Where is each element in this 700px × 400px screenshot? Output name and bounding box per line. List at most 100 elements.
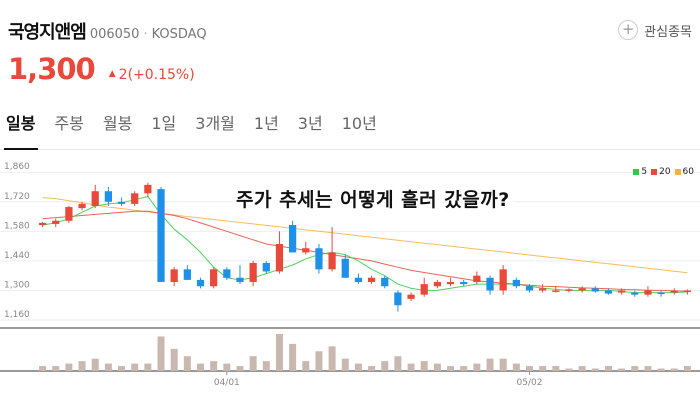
volume-bar — [236, 366, 244, 371]
candle-body — [170, 269, 178, 282]
legend-ma60: 60 — [674, 167, 694, 177]
legend-label-ma5: 5 — [641, 167, 648, 177]
current-price: 1,300 — [8, 52, 96, 86]
candle-body — [499, 269, 507, 291]
candlestick-chart-svg: 1,860 1,720 1,580 1,440 1,300 1,160 04/01 05/02 — [0, 162, 700, 388]
y-tick-label: 1,300 — [4, 280, 30, 290]
volume-bar — [315, 351, 323, 371]
candle-body — [78, 203, 86, 209]
volume-bar — [657, 368, 665, 371]
up-arrow-icon: ▲ — [108, 69, 116, 79]
tab-weekly[interactable]: 주봉 — [54, 114, 84, 133]
tab-10year[interactable]: 10년 — [341, 114, 377, 133]
period-tabs: 일봉 주봉 월봉 1일 3개월 1년 3년 10년 — [6, 110, 396, 138]
volume-bar — [91, 358, 99, 371]
volume-bar — [289, 343, 297, 371]
tab-3year[interactable]: 3년 — [297, 114, 323, 133]
candle-body — [670, 290, 678, 293]
volume-bar — [499, 358, 507, 371]
volume-bar — [262, 361, 270, 371]
tab-1day[interactable]: 1일 — [151, 114, 177, 133]
add-to-watchlist-button[interactable]: + 관심종목 — [618, 20, 692, 40]
chart-legend: 5 20 60 — [629, 167, 694, 177]
candle-body — [420, 284, 428, 295]
active-tab-indicator — [4, 148, 38, 150]
candle-body — [183, 269, 191, 280]
watchlist-label: 관심종목 — [644, 24, 692, 40]
volume-bar — [407, 363, 415, 371]
candle-body — [446, 282, 455, 285]
volume-bar — [78, 361, 86, 371]
volume-bar — [328, 346, 336, 371]
volume-bar — [65, 363, 73, 371]
candle-body — [394, 292, 402, 306]
volume-bar — [52, 366, 60, 371]
candle-body — [367, 277, 376, 282]
volume-bar — [420, 361, 428, 371]
y-tick-label: 1,860 — [4, 162, 30, 172]
tab-3month[interactable]: 3개월 — [195, 114, 235, 133]
volume-bar — [249, 356, 257, 371]
tab-daily[interactable]: 일봉 — [6, 114, 36, 133]
candle-body — [631, 292, 639, 295]
candle-body — [460, 282, 468, 285]
volume-bar — [394, 356, 402, 371]
volume-bar — [604, 366, 612, 371]
volume-bar — [341, 358, 349, 371]
legend-swatch-ma20 — [651, 169, 658, 175]
tab-monthly[interactable]: 월봉 — [102, 114, 133, 133]
candle-body — [38, 222, 47, 225]
price-chart[interactable]: 1,860 1,720 1,580 1,440 1,300 1,160 04/01 05/02 — [0, 160, 700, 400]
candle-body — [578, 288, 586, 291]
candle-body — [657, 292, 665, 295]
y-tick-label: 1,160 — [4, 310, 30, 320]
tab-1year[interactable]: 1년 — [253, 114, 279, 133]
candle-body — [144, 184, 152, 194]
y-tick-label: 1,720 — [4, 192, 30, 202]
candle-body — [552, 290, 560, 292]
volume-bar — [670, 368, 678, 371]
volume-bar — [644, 366, 652, 371]
legend-swatch-ma5 — [633, 169, 640, 175]
legend-label-ma20: 20 — [659, 167, 671, 177]
price-row: 1,300 ▲ 2(+0.15%) — [8, 52, 195, 86]
volume-bar — [460, 366, 468, 371]
tabs-divider — [0, 149, 700, 150]
candle-body — [196, 279, 205, 287]
volume-bar — [539, 366, 547, 371]
volume-bar — [433, 363, 441, 371]
market-label: KOSDAQ — [151, 27, 207, 42]
volume-bar — [183, 356, 191, 371]
candle-body — [275, 244, 284, 272]
candle-body — [91, 191, 99, 206]
candle-body — [52, 220, 60, 224]
volume-bar — [197, 363, 204, 371]
candle-body — [618, 290, 626, 293]
candle-body — [117, 201, 126, 204]
volume-bar — [131, 363, 139, 371]
volume-bar — [473, 363, 481, 371]
volume-bar — [210, 361, 218, 371]
candle-body — [381, 277, 389, 287]
candle-body — [683, 290, 692, 292]
y-tick-label: 1,440 — [4, 251, 30, 261]
candle-body — [223, 269, 231, 278]
price-change-value: 2(+0.15%) — [118, 67, 195, 83]
price-change: ▲ 2(+0.15%) — [109, 67, 195, 83]
candle-body — [104, 191, 112, 202]
candle-body — [433, 282, 441, 287]
volume-bar — [512, 363, 520, 371]
volume-bar — [381, 361, 389, 371]
candle-body — [644, 290, 652, 295]
volume-bar — [578, 366, 586, 371]
volume-bar — [368, 366, 376, 371]
volume-bar — [552, 366, 560, 371]
candle-body — [604, 290, 613, 294]
candle-body — [315, 248, 323, 270]
separator-dot: · — [143, 27, 148, 42]
candle-body — [210, 269, 218, 287]
legend-ma5: 5 — [633, 167, 647, 177]
volume-bar — [618, 368, 626, 371]
candle-body — [262, 263, 270, 272]
volume-bar — [170, 348, 178, 371]
